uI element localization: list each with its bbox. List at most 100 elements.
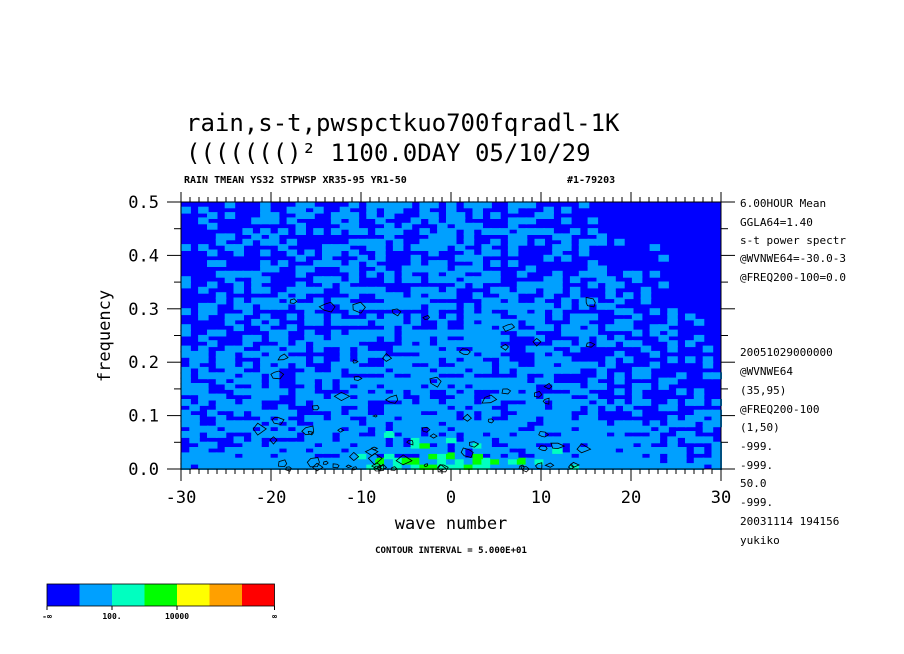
y-tick-label: 0.2: [128, 353, 159, 373]
heatmap-cell: [215, 350, 227, 358]
heatmap-cell: [339, 361, 351, 369]
heatmap-cell: [428, 249, 439, 257]
heatmap-cell: [419, 415, 430, 422]
heatmap-cell: [623, 292, 634, 300]
heatmap-cell: [410, 329, 422, 337]
heatmap-cell: [507, 217, 519, 225]
heatmap-cell: [313, 276, 324, 284]
heatmap-cell: [277, 329, 289, 337]
heatmap-cell: [260, 463, 271, 470]
heatmap-cell: [419, 212, 430, 219]
heatmap-cell: [614, 388, 625, 396]
heatmap-cell: [348, 276, 360, 284]
heatmap-cell: [260, 356, 271, 364]
heatmap-cell: [569, 457, 581, 465]
heatmap-cell: [631, 388, 643, 396]
heatmap-cell: [224, 404, 236, 412]
heatmap-cell: [233, 302, 244, 310]
heatmap-cell: [454, 457, 466, 465]
heatmap-cell: [384, 302, 395, 310]
heatmap-cell: [260, 265, 271, 273]
heatmap-cell: [180, 431, 191, 438]
heatmap-cell: [384, 206, 395, 214]
heatmap-cell: [437, 329, 448, 337]
heatmap-cell: [401, 404, 413, 412]
heatmap-cell: [428, 431, 439, 438]
heatmap-cell: [587, 431, 599, 438]
heatmap-cell: [410, 276, 422, 284]
heatmap-cell: [472, 313, 483, 321]
heatmap-cell: [384, 222, 395, 230]
heatmap-cell: [268, 318, 280, 326]
heatmap-cell: [623, 457, 634, 465]
heatmap-cell: [410, 345, 422, 353]
heatmap-cell: [640, 399, 652, 406]
heatmap-cell: [711, 463, 722, 470]
heatmap-cell: [198, 286, 209, 294]
heatmap-cell: [631, 329, 643, 337]
heatmap-cell: [507, 388, 519, 396]
heatmap-cell: [543, 447, 554, 454]
heatmap-cell: [242, 425, 253, 433]
heatmap-cell: [499, 425, 510, 433]
heatmap-cell: [490, 345, 501, 353]
heatmap-cell: [552, 393, 563, 401]
heatmap-cell: [507, 318, 519, 326]
heatmap-cell: [614, 436, 625, 444]
heatmap-cell: [295, 452, 306, 460]
heatmap-cell: [693, 318, 705, 326]
heatmap-cell: [242, 441, 253, 449]
heatmap-cell: [446, 340, 457, 348]
heatmap-cell: [357, 393, 368, 401]
heatmap-cell: [676, 372, 687, 380]
heatmap-cell: [463, 324, 475, 332]
heatmap-cell: [454, 350, 466, 358]
heatmap-cell: [463, 201, 475, 209]
contour-line: [500, 343, 510, 351]
heatmap-cell: [552, 441, 563, 449]
heatmap-cell: [437, 404, 448, 412]
y-tick-label: 0.3: [128, 300, 159, 320]
heatmap-cell: [481, 313, 492, 321]
heatmap-cell: [348, 431, 360, 438]
heatmap-cell: [384, 270, 395, 278]
heatmap-cell: [587, 377, 599, 385]
heatmap-cell: [410, 377, 422, 385]
heatmap-cell: [198, 308, 209, 316]
heatmap-cell: [233, 457, 244, 465]
heatmap-cell: [224, 383, 236, 390]
heatmap-cell: [375, 244, 386, 251]
heatmap-cell: [198, 244, 209, 251]
heatmap-cell: [561, 415, 572, 422]
heatmap-cell: [463, 425, 475, 433]
heatmap-cell: [304, 212, 315, 219]
heatmap-cell: [215, 372, 227, 380]
heatmap-cell: [357, 286, 368, 294]
heatmap-cell: [242, 447, 253, 454]
heatmap-cell: [277, 260, 289, 267]
heatmap-cell: [322, 463, 333, 470]
heatmap-cell: [251, 436, 262, 444]
heatmap-cell: [446, 286, 457, 294]
heatmap-cell: [525, 431, 537, 438]
heatmap-cell: [313, 436, 324, 444]
heatmap-cell: [198, 313, 209, 321]
heatmap-cell: [357, 425, 368, 433]
heatmap-cell: [348, 265, 360, 273]
heatmap-cell: [286, 313, 298, 321]
heatmap-cell: [215, 356, 227, 364]
heatmap-cell: [472, 361, 483, 369]
heatmap-cell: [552, 415, 563, 422]
heatmap-cell: [339, 415, 351, 422]
contour-line: [585, 297, 596, 308]
heatmap-cell: [446, 270, 457, 278]
heatmap-cell: [251, 409, 262, 417]
heatmap-cell: [198, 372, 209, 380]
heatmap-cell: [658, 377, 669, 385]
heatmap-cell: [410, 388, 422, 396]
heatmap-cell: [507, 201, 519, 209]
contour-line: [367, 453, 383, 466]
heatmap-cell: [330, 217, 342, 225]
heatmap-cell: [251, 270, 262, 278]
heatmap-cell: [490, 329, 501, 337]
